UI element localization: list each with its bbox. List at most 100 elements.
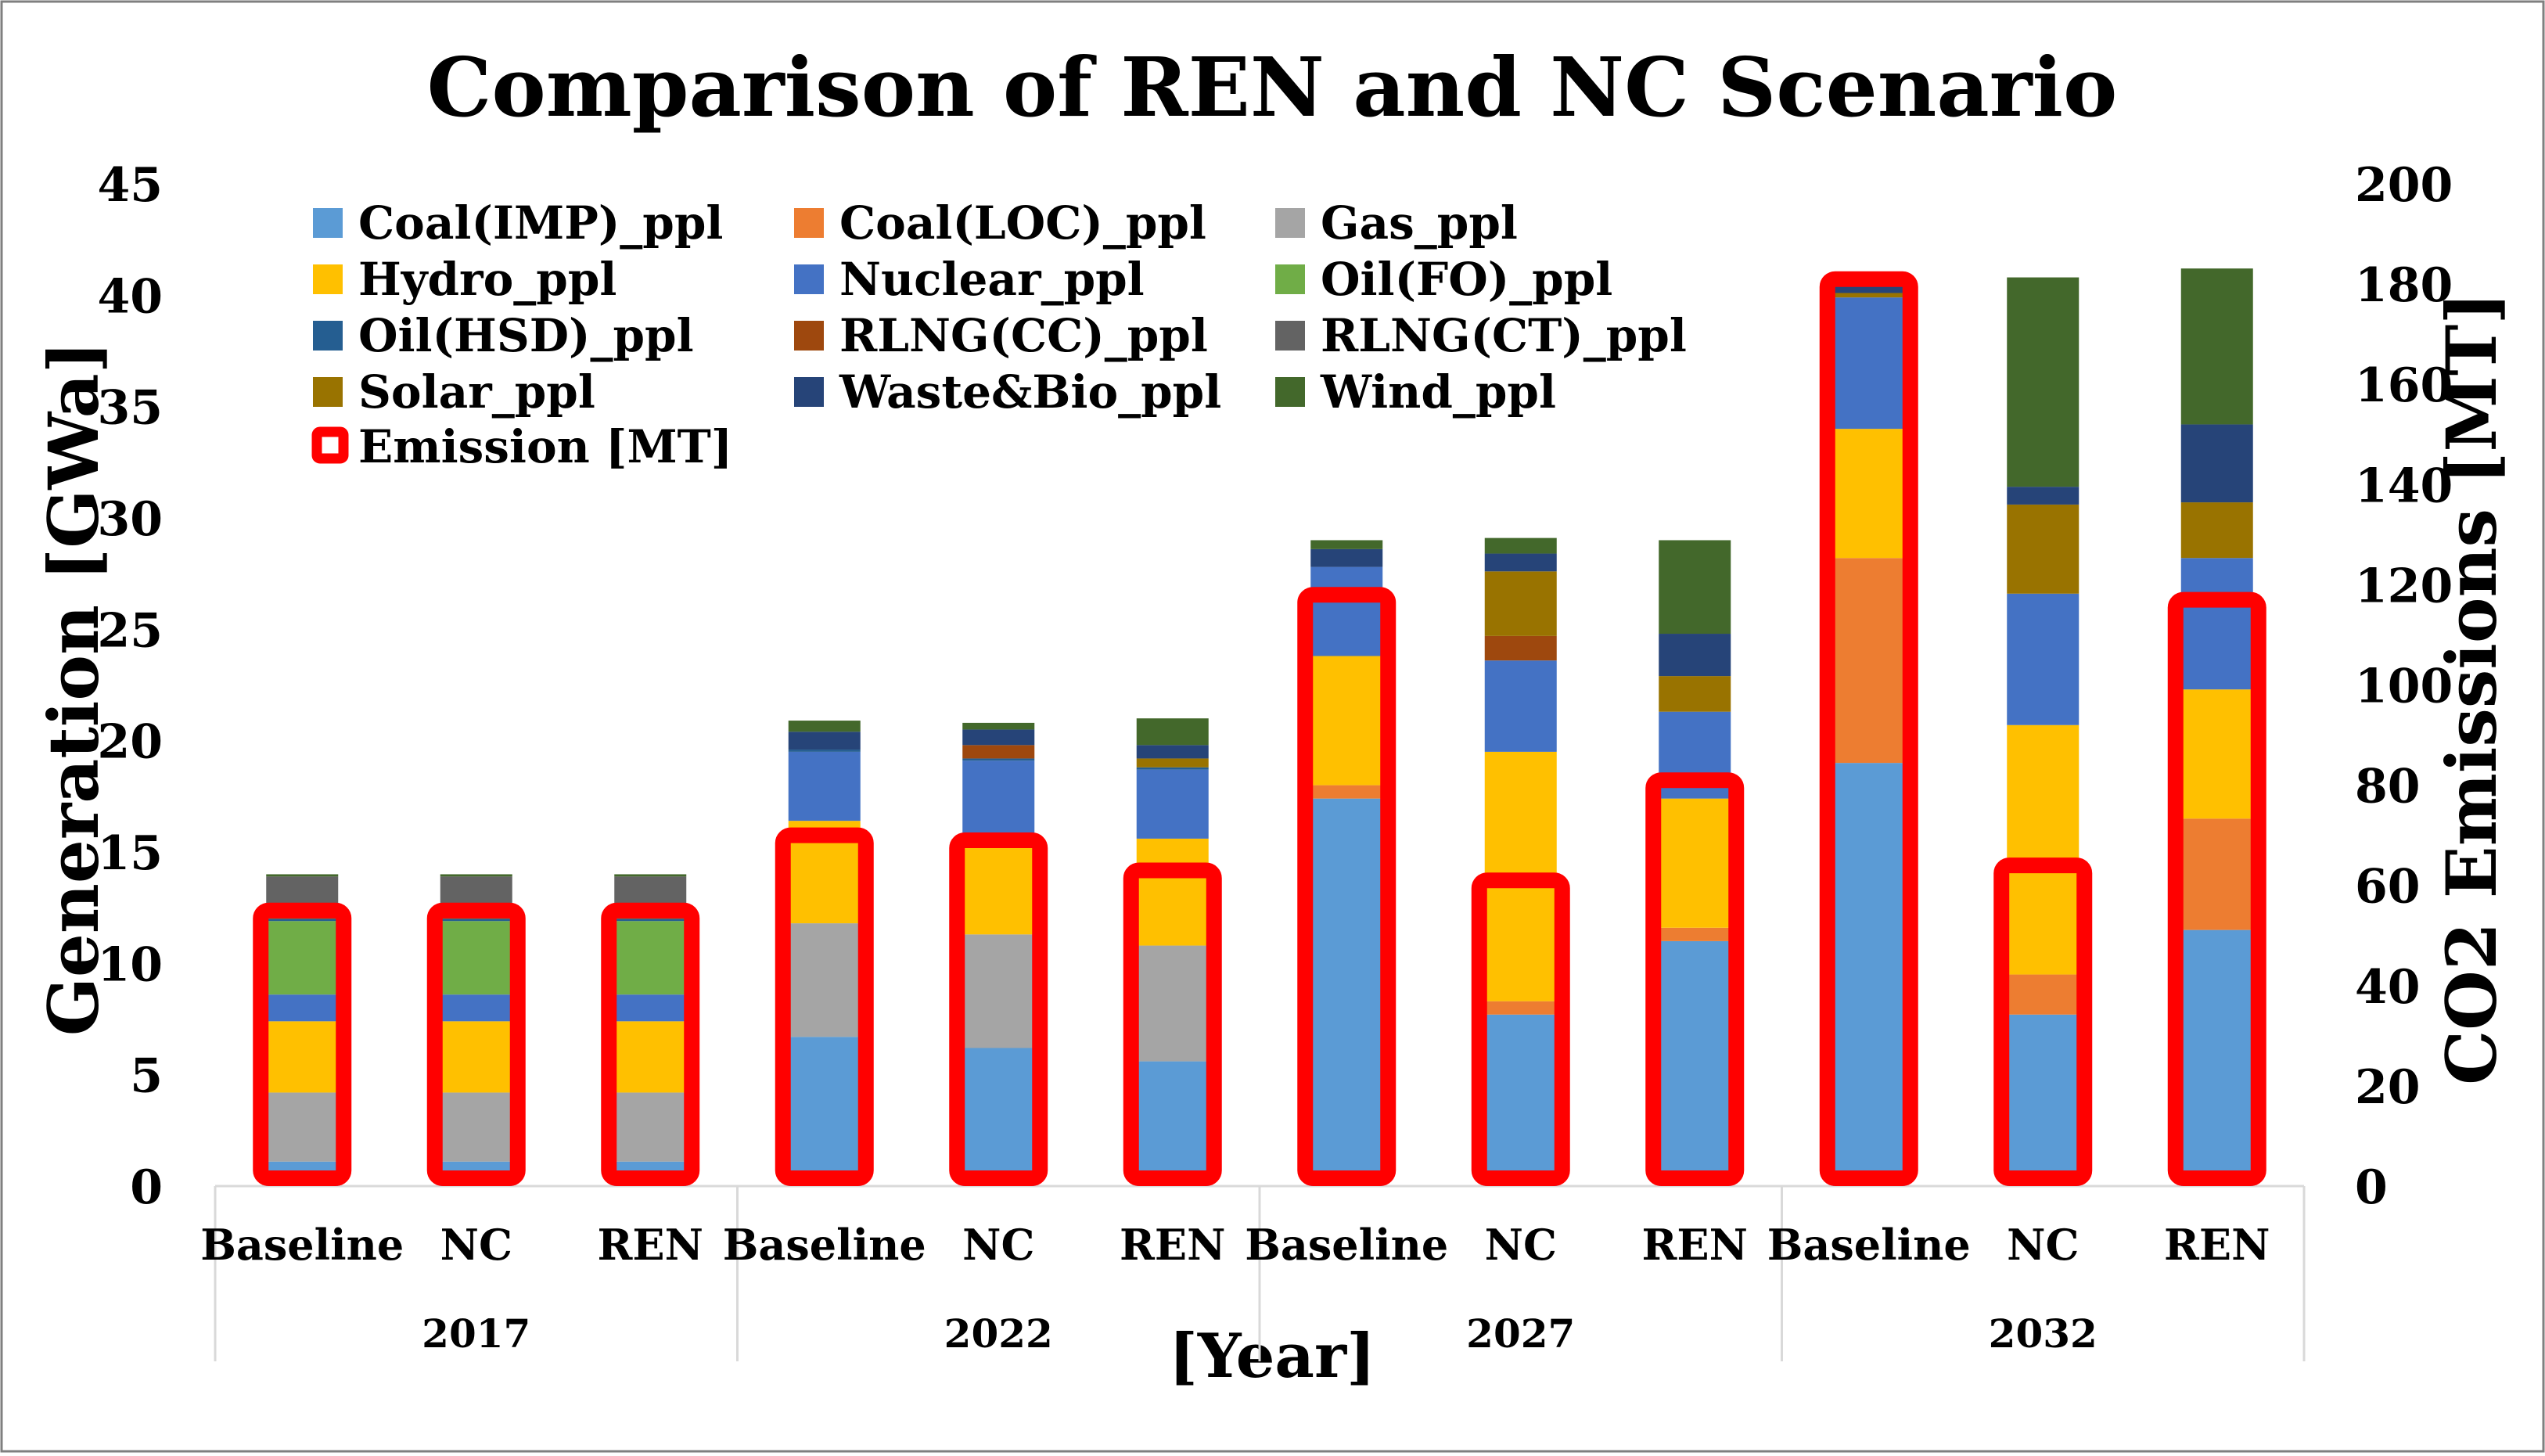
- bar-segment: [1484, 553, 1557, 572]
- bar-segment: [614, 919, 687, 922]
- legend-swatch: [1275, 377, 1305, 407]
- bar-segment: [1310, 540, 1383, 549]
- y-tick-label: 15: [98, 826, 164, 881]
- legend-label: Oil(FO)_ppl: [1321, 253, 1612, 306]
- emission-marker: [775, 827, 874, 1187]
- x-axis-title: [Year]: [1169, 1321, 1375, 1392]
- bar-segment: [1136, 745, 1209, 759]
- y-tick-label: 35: [98, 381, 164, 436]
- emission-marker: [426, 902, 526, 1186]
- group-label: 2027: [1466, 1310, 1575, 1357]
- bar-segment: [2007, 277, 2079, 487]
- bar-segment: [1484, 635, 1557, 661]
- bar-segment: [1484, 1014, 1557, 1186]
- bar-segment: [1136, 769, 1209, 839]
- bar-segment: [2007, 1014, 2079, 1186]
- category-labels-group: Baseline NC REN Baseline NC REN Baseline NC REN B…: [200, 1220, 2270, 1357]
- category-label: REN: [2164, 1220, 2270, 1270]
- bar-segment: [2007, 974, 2079, 1015]
- bar-segment: [440, 919, 512, 922]
- bar-segment: [1832, 429, 1905, 559]
- bar-segment: [962, 1048, 1035, 1186]
- bar-segment: [1659, 940, 1731, 1186]
- bar-segment: [440, 1092, 512, 1162]
- bar-segment: [614, 1021, 687, 1093]
- legend-swatch: [313, 321, 343, 351]
- bar-segment: [788, 923, 861, 1037]
- y-tick-label: 40: [98, 269, 164, 324]
- legend-label: RLNG(CC)_ppl: [839, 309, 1208, 362]
- bar-segment: [614, 994, 687, 1022]
- legend-label: Gas_ppl: [1321, 196, 1518, 250]
- bar-segment: [1310, 785, 1383, 799]
- bar-segment: [1484, 660, 1557, 752]
- bar-segment: [2180, 424, 2253, 503]
- legend-label: Coal(IMP)_ppl: [358, 196, 723, 250]
- category-label: Baseline: [1245, 1220, 1448, 1270]
- bar-segment: [962, 745, 1035, 759]
- y-tick-label: 30: [98, 492, 164, 547]
- y2-tick-label: 140: [2355, 458, 2453, 513]
- y-tick-label: 45: [98, 158, 164, 213]
- bar-segment: [266, 1092, 339, 1162]
- bar-segment: [788, 751, 861, 821]
- bar-segment: [1136, 1061, 1209, 1186]
- emission-marker: [1123, 862, 1222, 1186]
- emission-marker: [1297, 587, 1397, 1186]
- y2-tick-label: 100: [2355, 660, 2453, 714]
- category-label: REN: [1642, 1220, 1748, 1270]
- axes-group: 0 5 10 15 20 25 30 35 40 45 0 20 40 60 80 100 120 140 160 1…: [98, 158, 2453, 1361]
- bar-segment: [1310, 566, 1383, 656]
- y2-tick-label: 80: [2355, 760, 2421, 814]
- y2-tick-label: 60: [2355, 860, 2421, 915]
- bar-segment: [266, 874, 339, 877]
- bar-segment: [788, 721, 861, 732]
- bar-segment: [2180, 558, 2253, 690]
- group-label: 2022: [944, 1310, 1053, 1357]
- emission-markers-group: [253, 271, 2266, 1187]
- group-label: 2032: [1989, 1310, 2097, 1357]
- bar-segment: [962, 729, 1035, 746]
- category-label: Baseline: [723, 1220, 926, 1270]
- emission-marker: [949, 832, 1048, 1187]
- bar-segment: [962, 722, 1035, 730]
- emission-marker: [253, 902, 352, 1186]
- bar-segment: [1659, 798, 1731, 928]
- bar-segment: [1832, 558, 1905, 764]
- y-tick-label: 20: [98, 715, 164, 770]
- legend-swatch: [794, 208, 824, 238]
- bar-segment: [440, 874, 512, 877]
- y2-tick-label: 180: [2355, 258, 2453, 313]
- legend-label: Oil(HSD)_ppl: [358, 309, 694, 362]
- bar-segment: [962, 845, 1035, 935]
- bar-segment: [1310, 798, 1383, 1186]
- emission-marker: [1471, 872, 1570, 1187]
- bar-segment: [1484, 537, 1557, 554]
- bar-segment: [1310, 656, 1383, 786]
- group-label: 2017: [422, 1310, 530, 1357]
- category-label: REN: [1120, 1220, 1225, 1270]
- legend-swatch: [794, 377, 824, 407]
- bar-segment: [2180, 689, 2253, 819]
- bar-segment: [2007, 487, 2079, 505]
- bar-segment: [1484, 1001, 1557, 1015]
- bar-segment: [2007, 504, 2079, 594]
- bars-group: [266, 268, 2253, 1186]
- bar-segment: [266, 1021, 339, 1093]
- bar-segment: [2007, 724, 2079, 975]
- y-axis-title: Generation [GWa]: [33, 341, 114, 1037]
- bar-segment: [1659, 927, 1731, 941]
- bar-segment: [266, 876, 339, 908]
- legend-swatch: [313, 208, 343, 238]
- bar-segment: [440, 1021, 512, 1093]
- bar-segment: [962, 934, 1035, 1048]
- y2-tick-label: 40: [2355, 960, 2421, 1015]
- y-tick-label: 5: [130, 1049, 163, 1104]
- bar-segment: [788, 750, 861, 752]
- bar-segment: [1832, 293, 1905, 298]
- bar-segment: [440, 876, 512, 908]
- y2-axis-title: CO2 Emissions [MT]: [2431, 292, 2512, 1085]
- legend-label: RLNG(CT)_ppl: [1321, 309, 1687, 362]
